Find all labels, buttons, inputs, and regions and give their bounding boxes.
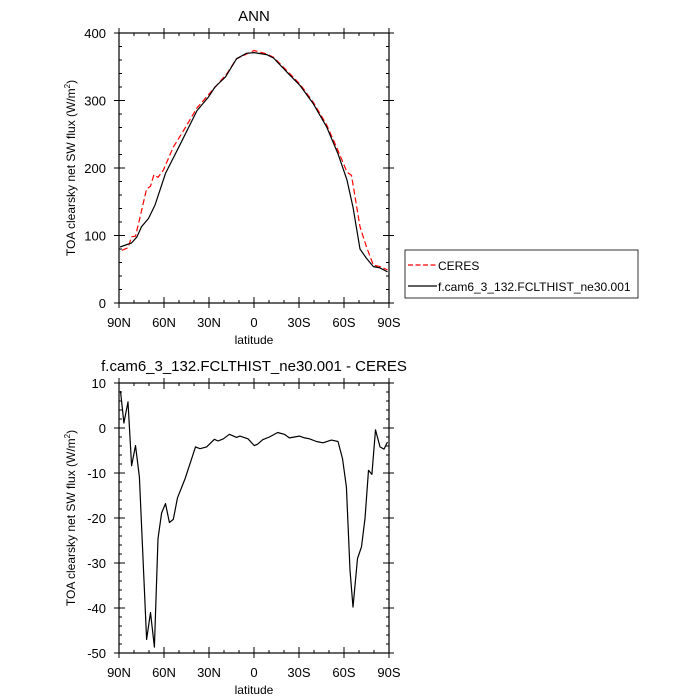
x-tick-label: 90S — [377, 665, 400, 680]
y-tick-label: -10 — [87, 466, 106, 481]
x-tick-label: 30S — [287, 665, 310, 680]
legend-box — [404, 249, 639, 299]
x-tick-label: 90N — [107, 315, 131, 330]
x-tick-label: 60N — [152, 315, 176, 330]
x-tick-label: 60S — [332, 315, 355, 330]
x-axis-label: latitude — [235, 683, 274, 697]
y-tick-label: 10 — [92, 376, 106, 391]
series-line-ceres — [121, 49, 388, 271]
legend-label: CERES — [438, 259, 479, 273]
y-axis-label: TOA clearsky net SW flux (W/m2) — [63, 430, 78, 606]
y-tick-label: -50 — [87, 646, 106, 661]
y-tick-label: -30 — [87, 556, 106, 571]
y-tick-label: 400 — [84, 26, 106, 41]
plot-frame — [118, 32, 390, 304]
y-axis-label: TOA clearsky net SW flux (W/m2) — [63, 80, 78, 256]
chart-title: ANN — [238, 8, 270, 25]
x-tick-label: 30S — [287, 315, 310, 330]
legend: CERES f.cam6_3_132.FCLTHIST_ne30.001 — [404, 249, 639, 299]
x-tick-label: 0 — [250, 665, 257, 680]
y-tick-label: 300 — [84, 94, 106, 109]
x-tick-label: 60N — [152, 665, 176, 680]
x-tick-label: 0 — [250, 315, 257, 330]
chart-title: f.cam6_3_132.FCLTHIST_ne30.001 - CERES — [101, 358, 407, 375]
series-line-f-cam6-3-132-fclthist-ne30-001 — [119, 51, 388, 273]
plot-2: f.cam6_3_132.FCLTHIST_ne30.001 - CERES 90… — [63, 358, 407, 697]
y-tick-label: -40 — [87, 601, 106, 616]
x-tick-label: 60S — [332, 665, 355, 680]
y-tick-label: 100 — [84, 229, 106, 244]
x-tick-label: 30N — [197, 315, 221, 330]
y-tick-label: 0 — [99, 421, 106, 436]
x-axis-label: latitude — [235, 333, 274, 347]
legend-label: f.cam6_3_132.FCLTHIST_ne30.001 — [438, 280, 631, 294]
series-line-difference — [119, 391, 389, 648]
x-tick-label: 90S — [377, 315, 400, 330]
y-tick-label: -20 — [87, 511, 106, 526]
x-tick-label: 90N — [107, 665, 131, 680]
y-tick-label: 0 — [99, 296, 106, 311]
x-tick-label: 30N — [197, 665, 221, 680]
plot-frame — [118, 382, 390, 654]
plot-1: ANN 90N 60N 30N 0 30S 60S 90S 0 100 200 300 400 latit… — [63, 8, 639, 347]
y-tick-label: 200 — [84, 161, 106, 176]
